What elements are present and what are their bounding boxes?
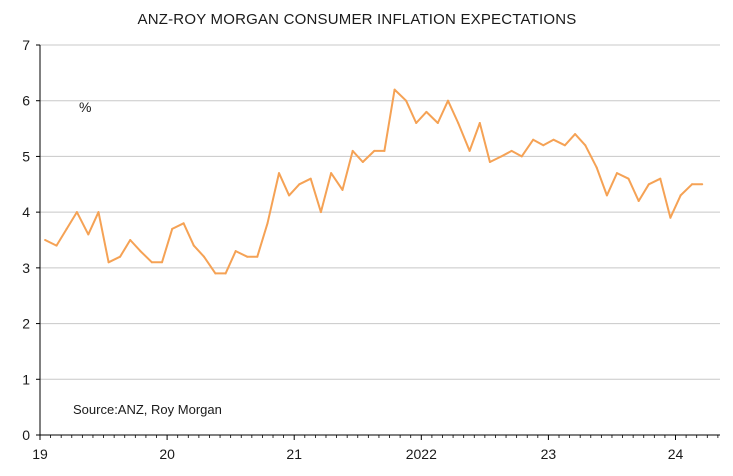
data-point bbox=[405, 99, 408, 102]
data-point bbox=[701, 183, 704, 186]
data-point bbox=[478, 122, 481, 124]
data-point bbox=[647, 183, 650, 186]
x-tick-label: 2022 bbox=[406, 446, 437, 462]
data-point bbox=[510, 149, 513, 152]
y-tick-label: 2 bbox=[22, 316, 30, 332]
series-line bbox=[44, 88, 703, 275]
data-point bbox=[488, 161, 491, 163]
data-point bbox=[75, 211, 78, 214]
y-tick-label: 3 bbox=[22, 260, 30, 276]
data-point bbox=[669, 216, 672, 219]
data-point bbox=[605, 194, 608, 197]
y-axis-ticks: 0 1 2 3 4 5 6 7 bbox=[22, 37, 40, 443]
x-tick-label: 21 bbox=[286, 446, 302, 462]
data-point bbox=[192, 244, 195, 247]
source-note: Source:ANZ, Roy Morgan bbox=[73, 402, 222, 417]
data-point bbox=[256, 255, 259, 258]
data-point bbox=[520, 155, 523, 158]
data-point bbox=[468, 149, 471, 152]
data-point bbox=[129, 239, 132, 241]
data-point bbox=[97, 211, 100, 214]
data-point bbox=[246, 255, 249, 258]
data-point bbox=[161, 261, 164, 264]
data-point bbox=[542, 144, 545, 147]
data-point bbox=[171, 227, 174, 230]
data-point bbox=[44, 239, 47, 241]
data-point bbox=[214, 272, 217, 275]
data-point bbox=[330, 172, 333, 175]
data-point bbox=[202, 255, 205, 258]
unit-label: % bbox=[79, 99, 91, 115]
data-point bbox=[393, 88, 396, 91]
data-point bbox=[574, 133, 577, 136]
data-point bbox=[119, 255, 122, 258]
data-point bbox=[319, 211, 322, 214]
data-point bbox=[150, 261, 153, 264]
data-point bbox=[361, 161, 364, 163]
y-tick-label: 0 bbox=[22, 427, 30, 443]
data-point bbox=[627, 177, 630, 180]
data-point bbox=[224, 272, 227, 275]
y-tick-label: 5 bbox=[22, 148, 30, 164]
data-point bbox=[373, 149, 376, 152]
data-point bbox=[309, 177, 312, 180]
data-point bbox=[351, 149, 354, 152]
data-point bbox=[383, 149, 386, 152]
data-point bbox=[532, 138, 535, 141]
data-point bbox=[457, 122, 460, 124]
data-point bbox=[65, 227, 68, 230]
data-point bbox=[288, 194, 291, 197]
x-tick-label: 24 bbox=[668, 446, 684, 462]
data-point bbox=[637, 200, 640, 202]
gridlines bbox=[40, 44, 720, 380]
data-point bbox=[595, 166, 598, 169]
data-point bbox=[415, 122, 418, 124]
x-tick-label: 23 bbox=[541, 446, 557, 462]
data-point bbox=[266, 222, 269, 225]
data-point bbox=[436, 122, 439, 124]
data-point bbox=[139, 250, 142, 253]
data-point bbox=[107, 261, 110, 264]
y-tick-label: 6 bbox=[22, 93, 30, 109]
data-point bbox=[55, 244, 58, 247]
data-point bbox=[563, 144, 566, 147]
data-point bbox=[691, 183, 694, 186]
data-point bbox=[500, 155, 503, 158]
data-point bbox=[182, 222, 185, 225]
data-point bbox=[616, 172, 619, 175]
x-axis-ticks: 19 20 21 2022 23 24 bbox=[32, 435, 719, 462]
chart-title: ANZ-ROY MORGAN CONSUMER INFLATION EXPECT… bbox=[138, 11, 577, 28]
y-tick-label: 7 bbox=[22, 37, 30, 53]
y-tick-label: 4 bbox=[22, 204, 30, 220]
data-point bbox=[277, 172, 280, 175]
series-points bbox=[44, 88, 704, 275]
x-tick-label: 19 bbox=[32, 446, 48, 462]
data-point bbox=[679, 194, 682, 197]
y-tick-label: 1 bbox=[22, 371, 30, 387]
x-tick-label: 20 bbox=[159, 446, 175, 462]
data-point bbox=[659, 177, 662, 180]
data-point bbox=[341, 188, 344, 191]
data-point bbox=[552, 138, 555, 141]
data-point bbox=[298, 183, 301, 186]
data-point bbox=[425, 110, 428, 113]
data-point bbox=[584, 144, 587, 147]
data-point bbox=[87, 233, 90, 236]
data-point bbox=[234, 250, 237, 253]
data-point bbox=[447, 99, 449, 102]
